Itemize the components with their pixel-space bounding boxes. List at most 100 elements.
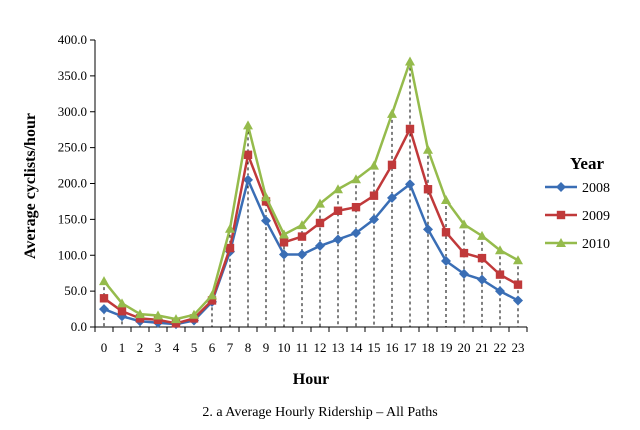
data-point-2008 [99,304,109,315]
data-point-2008 [423,224,433,235]
x-tick-label: 15 [368,340,381,355]
data-point-2010 [351,174,361,184]
data-point-2008 [369,214,379,225]
y-tick-label: 150.0 [58,211,87,226]
data-point-2008 [513,295,523,306]
data-point-2008 [459,268,469,279]
data-point-2009 [405,124,415,134]
series-line-2010 [103,60,519,321]
data-point-2010 [369,160,379,170]
y-axis-title: Average cyclists/hour [22,113,39,259]
drop-lines [103,61,519,327]
x-tick-label: 13 [332,340,345,355]
x-axis-title: Hour [293,371,329,388]
legend-swatch-marker [556,210,566,220]
data-point-2010 [135,309,145,319]
legend-label: 2010 [582,237,610,252]
data-point-2010 [513,255,523,265]
data-point-2008 [441,255,451,266]
data-point-2009 [207,296,217,305]
x-tick-label: 22 [494,340,507,355]
series-2010 [99,56,523,324]
series-2009 [99,124,523,328]
data-point-2010 [243,120,253,130]
legend-item-2009: 2009 [545,209,610,224]
data-point-2009 [279,238,289,247]
x-tick-label: 7 [227,340,234,355]
data-point-2009 [369,191,379,200]
data-point-2010 [333,184,343,194]
legend-swatch-marker [556,182,566,192]
legend-label: 2009 [582,209,610,224]
legend-swatch-marker [556,238,566,247]
data-point-2010 [207,290,217,300]
x-tick-label: 14 [350,340,364,355]
data-point-2008 [387,192,397,203]
y-tick-label: 400.0 [58,32,87,47]
figure-caption: 2. a Average Hourly Ridership – All Path… [202,405,437,420]
data-point-2009 [477,253,487,263]
legend-item-2008: 2008 [545,181,610,196]
data-point-2009 [261,197,271,206]
data-point-2009 [315,218,325,228]
x-tick-label: 21 [476,340,489,355]
data-point-2009 [333,206,343,215]
x-tick-label: 10 [278,340,291,355]
y-tick-label: 50.0 [64,283,87,298]
legend: Year 2008 2009 2010 [545,154,610,252]
x-tick-label: 5 [191,340,198,355]
series-line-2009 [103,127,519,325]
data-point-2008 [405,179,415,190]
x-tick-label: 20 [458,340,471,355]
data-point-2010 [261,192,271,202]
x-tick-label: 8 [245,340,252,355]
data-point-2009 [171,319,181,328]
series-2008 [99,174,523,330]
data-point-2009 [99,294,109,303]
axes [94,40,527,328]
data-point-2008 [333,234,343,245]
data-point-2008 [315,240,325,251]
data-point-2008 [279,249,289,260]
data-point-2008 [243,174,253,185]
data-point-2009 [153,315,163,325]
data-point-2009 [387,160,397,170]
data-point-2010 [441,195,451,205]
data-point-2009 [513,280,523,289]
data-point-2009 [423,185,433,194]
data-point-2010 [477,230,487,240]
data-point-2010 [495,245,505,255]
x-tick-label: 12 [314,340,327,355]
legend-item-2010: 2010 [545,237,610,252]
x-tick-label: 0 [101,340,108,355]
data-point-2010 [405,56,415,66]
data-point-2008 [261,215,271,226]
y-axis-ticks: 0.0 50.0 100.0 150.0 200.0 250.0 300.0 350.0 400… [58,32,95,334]
data-point-2008 [477,274,487,285]
data-point-2010 [171,314,181,324]
data-point-2010 [153,310,163,320]
x-tick-label: 1 [119,340,126,355]
y-tick-label: 300.0 [58,104,87,119]
legend-label: 2008 [582,181,610,196]
data-point-2010 [423,144,433,154]
data-point-2009 [441,228,451,237]
data-point-2010 [279,229,289,239]
x-axis-ticks: 0 1 2 3 4 5 6 7 8 9 10 11 12 13 14 15 16 17 18 19 20 21 22 23 [94,327,528,355]
y-tick-label: 200.0 [58,176,87,191]
data-point-2010 [387,108,397,118]
y-tick-label: 250.0 [58,140,87,155]
x-tick-label: 18 [422,340,435,355]
x-tick-label: 2 [137,340,144,355]
series-layer [99,56,523,330]
data-point-2008 [495,286,505,297]
y-tick-label: 100.0 [58,247,87,262]
data-point-2009 [135,314,145,323]
data-point-2010 [99,276,109,286]
data-point-2009 [459,248,469,258]
data-point-2010 [117,298,127,308]
data-point-2010 [315,198,325,208]
x-tick-label: 3 [155,340,162,355]
data-point-2009 [297,232,307,241]
